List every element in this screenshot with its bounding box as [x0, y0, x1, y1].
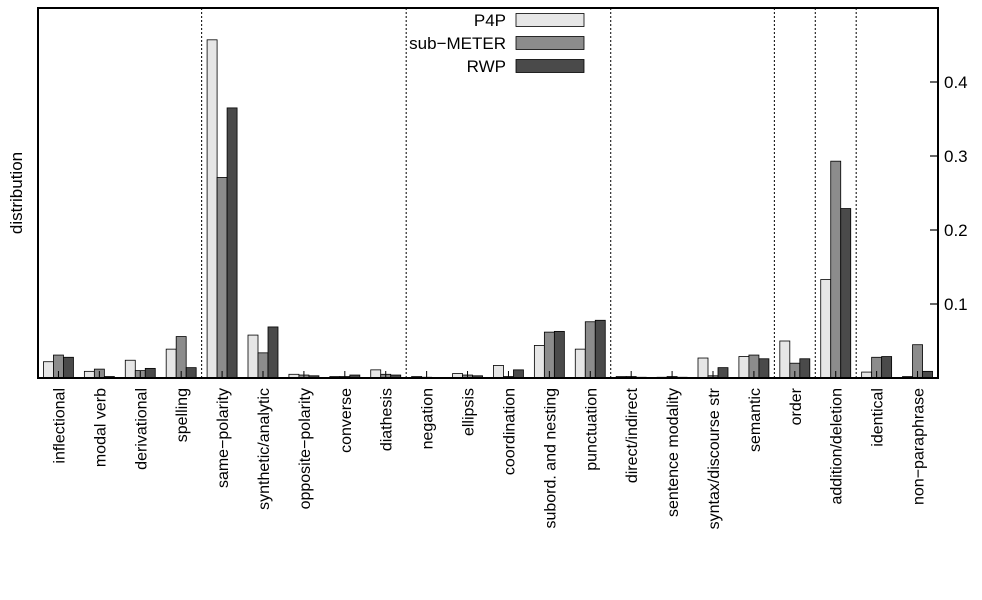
bar — [758, 358, 770, 379]
x-tick-label: sentence modality — [665, 388, 682, 517]
x-tick-label: direct/indirect — [624, 387, 641, 483]
x-tick-label: coordination — [501, 388, 518, 475]
y-tick-label: 0.2 — [944, 221, 968, 240]
x-tick-label: spelling — [174, 388, 191, 442]
bar — [124, 359, 136, 379]
bar — [881, 356, 893, 379]
bar — [226, 107, 238, 379]
bar — [594, 319, 606, 379]
bar — [717, 367, 729, 379]
x-tick-label: identical — [870, 388, 887, 447]
bar — [206, 39, 218, 379]
legend-label: sub−METER — [409, 34, 506, 53]
bar — [584, 321, 596, 379]
bar — [216, 177, 228, 379]
bar — [779, 340, 791, 379]
x-tick-label: modal verb — [92, 388, 109, 467]
x-tick-label: converse — [338, 388, 355, 453]
bar — [574, 348, 586, 379]
x-axis: inflectional modal verb derivational spelli… — [51, 371, 928, 529]
legend-swatch — [515, 13, 585, 27]
x-tick-label: inflectional — [51, 388, 68, 464]
bar — [267, 326, 279, 379]
bar — [830, 160, 842, 379]
bar — [43, 361, 54, 379]
x-tick-label: order — [788, 387, 805, 425]
y-tick-label: 0.1 — [944, 295, 968, 314]
y-axis-title: distribution — [7, 152, 26, 234]
x-tick-label: subord. and nesting — [542, 388, 559, 529]
x-tick-label: negation — [420, 388, 437, 449]
bar — [63, 356, 74, 379]
bar — [738, 356, 750, 379]
bar — [799, 358, 811, 379]
plot-frame — [37, 7, 939, 379]
legend-label: RWP — [467, 57, 506, 76]
bar — [820, 279, 832, 379]
y-tick-label: 0.3 — [944, 147, 968, 166]
bar — [247, 334, 259, 379]
bar — [513, 369, 524, 379]
x-tick-label: diathesis — [379, 388, 396, 451]
bar — [697, 357, 709, 379]
x-tick-label: addition/deletion — [829, 388, 846, 505]
bar-marks — [43, 39, 933, 379]
x-tick-label: ellipsis — [461, 388, 478, 436]
legend-label: P4P — [474, 11, 506, 30]
x-tick-label: semantic — [747, 388, 764, 452]
bar — [840, 208, 852, 379]
legend: P4P sub−METER RWP — [409, 11, 585, 76]
y-tick-label: 0.4 — [944, 73, 968, 92]
group-separators — [201, 8, 857, 378]
bar — [370, 369, 382, 379]
bar — [165, 348, 177, 379]
bar — [553, 330, 565, 379]
legend-swatch — [515, 36, 585, 50]
bar — [185, 367, 197, 379]
x-tick-label: derivational — [133, 388, 150, 470]
x-tick-label: opposite−polarity — [297, 388, 314, 509]
bar — [144, 367, 156, 379]
x-tick-label: punctuation — [583, 388, 600, 471]
x-tick-label: non−paraphrase — [911, 388, 928, 505]
x-tick-label: synthetic/analytic — [256, 388, 273, 510]
bar — [493, 365, 504, 379]
bar — [533, 345, 545, 379]
legend-swatch — [515, 59, 585, 73]
x-tick-label: syntax/discourse str — [706, 387, 723, 529]
x-tick-label: same−polarity — [215, 388, 232, 488]
y-axis: 0.1 0.2 0.3 0.4 — [930, 73, 968, 314]
